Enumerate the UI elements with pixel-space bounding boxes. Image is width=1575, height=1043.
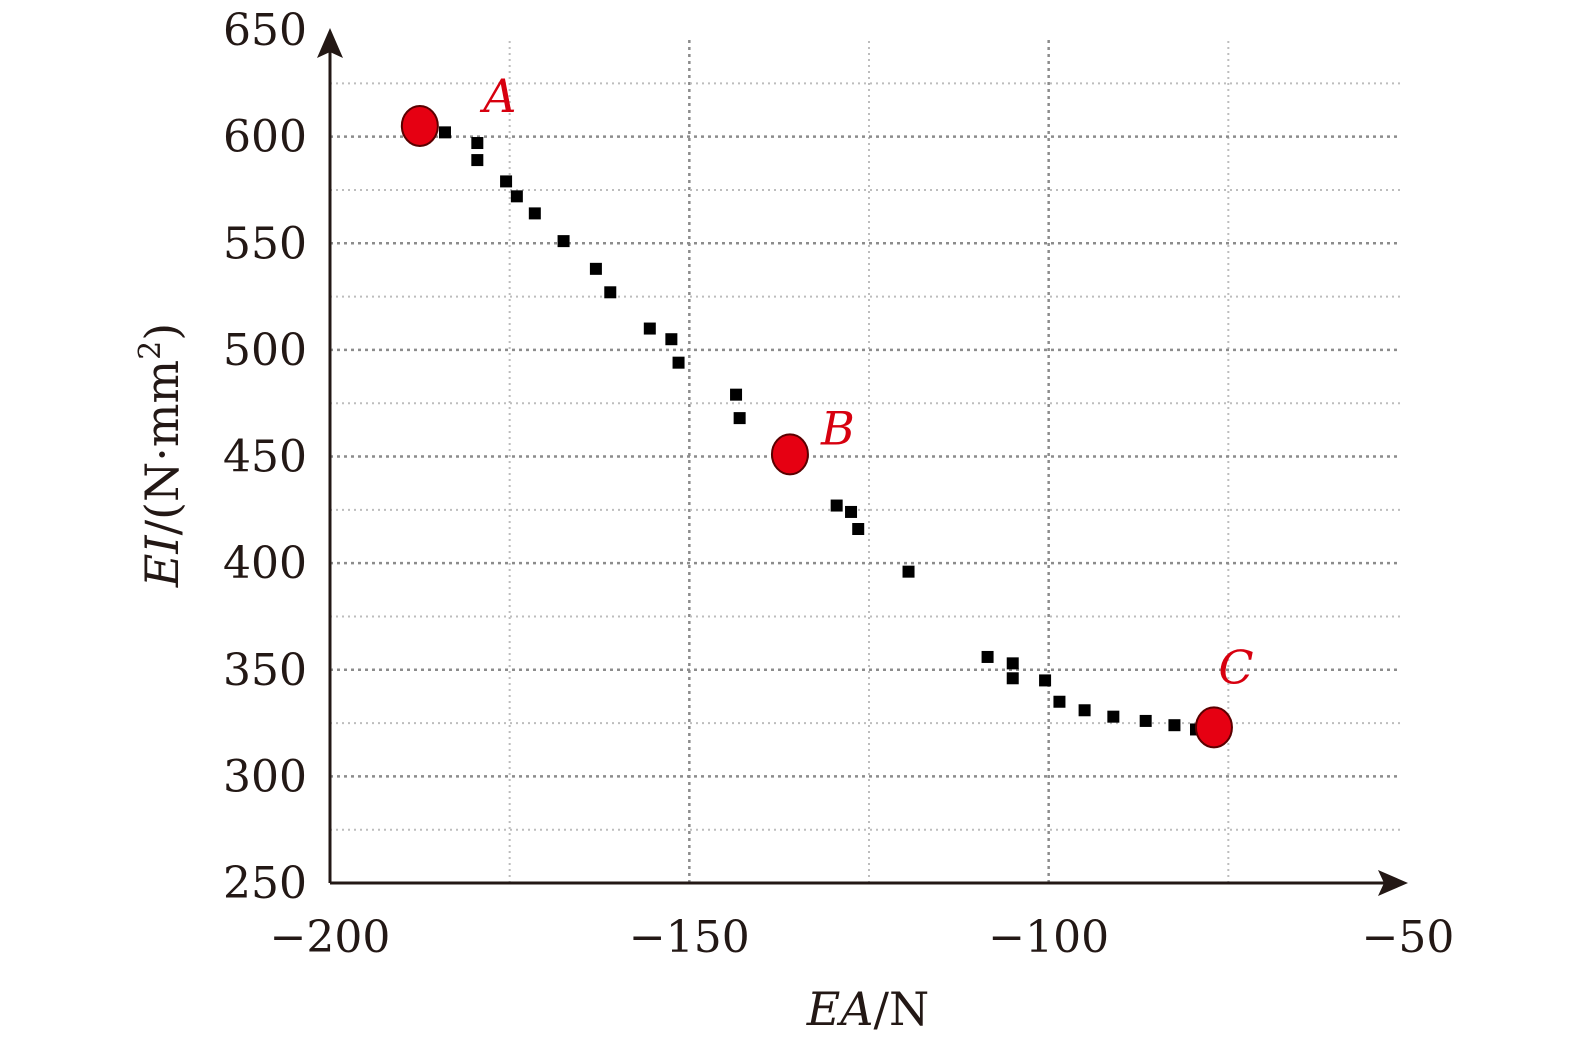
- data-point: [589, 262, 602, 275]
- data-point: [510, 190, 523, 203]
- data-point: [1006, 657, 1019, 670]
- y-tick-label: 550: [223, 218, 307, 269]
- axes: [317, 28, 1408, 896]
- x-axis-title-var: EA: [806, 982, 874, 1036]
- data-point: [500, 175, 513, 188]
- data-point: [902, 565, 915, 578]
- point-label-b: B: [820, 401, 855, 455]
- data-point: [845, 505, 858, 518]
- y-axis-title-sup: 2: [133, 341, 168, 360]
- data-point: [730, 388, 743, 401]
- data-point: [1006, 672, 1019, 685]
- highlight-point-b: [770, 433, 809, 476]
- y-axis-arrow: [317, 28, 343, 58]
- data-point: [643, 322, 656, 335]
- y-tick-label: 250: [223, 858, 307, 909]
- data-point: [830, 499, 843, 512]
- data-point: [1139, 714, 1152, 727]
- y-tick-label: 650: [223, 5, 307, 56]
- x-axis-title: EA/N: [806, 982, 930, 1036]
- y-tick-label: 600: [223, 112, 307, 163]
- data-point: [471, 154, 484, 167]
- data-point: [438, 126, 451, 139]
- y-axis-title: EI/(N·mm2): [133, 323, 189, 588]
- data-point: [557, 235, 570, 248]
- x-axis-arrow: [1378, 870, 1408, 896]
- y-tick-label: 300: [223, 751, 307, 802]
- highlight-point-c: [1194, 706, 1233, 749]
- point-label-c: C: [1218, 640, 1253, 694]
- x-tick-labels: −200 −150 −100 −50: [270, 912, 1455, 963]
- y-axis-title-close: ): [135, 323, 189, 341]
- y-tick-label: 350: [223, 645, 307, 696]
- x-tick-label: −150: [629, 912, 750, 963]
- data-point: [852, 523, 865, 536]
- y-tick-label: 500: [223, 325, 307, 376]
- data-point: [604, 286, 617, 299]
- x-tick-label: −100: [988, 912, 1109, 963]
- data-point: [1107, 710, 1120, 723]
- x-tick-label: −200: [270, 912, 391, 963]
- data-point: [981, 650, 994, 663]
- grid: [330, 38, 1400, 883]
- y-tick-label: 450: [223, 432, 307, 483]
- data-point: [665, 333, 678, 346]
- data-points: [438, 126, 1202, 736]
- x-axis-title-unit: /N: [874, 982, 930, 1036]
- x-tick-label: −50: [1362, 912, 1455, 963]
- y-axis-title-unit: /(N·mm: [135, 360, 189, 536]
- point-label-a: A: [479, 69, 516, 123]
- data-point: [1053, 695, 1066, 708]
- data-point: [1078, 704, 1091, 717]
- data-point: [672, 356, 685, 369]
- y-tick-label: 400: [223, 538, 307, 589]
- highlight-point-a: [400, 104, 439, 147]
- data-point: [1168, 719, 1181, 732]
- y-tick-labels: 250 300 350 400 450 500 550 600 650: [223, 5, 307, 909]
- data-point: [733, 412, 746, 425]
- data-point: [471, 137, 484, 150]
- data-point: [528, 207, 541, 220]
- highlighted-points: A B C: [400, 69, 1254, 749]
- y-axis-title-var: EI: [135, 535, 189, 589]
- data-point: [1039, 674, 1052, 687]
